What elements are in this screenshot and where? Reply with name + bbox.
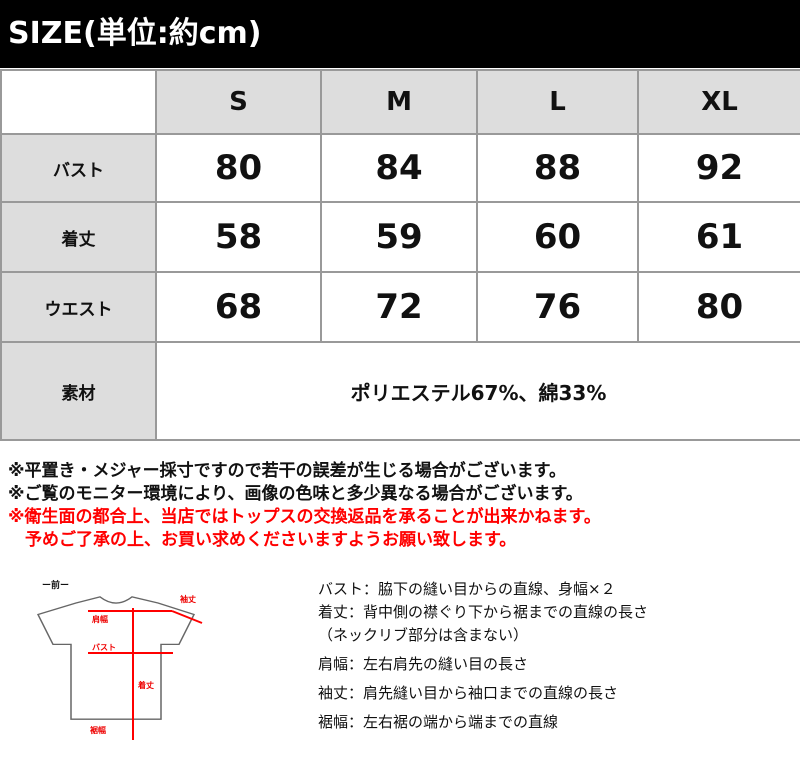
cell: 60 xyxy=(476,201,639,273)
cell: 92 xyxy=(637,133,800,203)
notes: ※平置き・メジャー採寸ですので若干の誤差が生じる場合がございます。 ※ご覧のモニ… xyxy=(8,460,601,552)
row-label: ウエスト xyxy=(0,271,157,343)
table-row: バスト 80 84 88 92 xyxy=(0,133,800,203)
note: ※平置き・メジャー採寸ですので若干の誤差が生じる場合がございます。 xyxy=(8,461,566,481)
tshirt-icon xyxy=(36,596,203,744)
note: ※ご覧のモニター環境により、画像の色味と多少異なる場合がございます。 xyxy=(8,484,583,504)
measurement-descriptions: バスト：脇下の縫い目からの直線、身幅×２ 着丈：背中側の襟ぐり下から裾までの直線… xyxy=(318,578,648,734)
cell: 84 xyxy=(320,133,478,203)
cell: 72 xyxy=(320,271,478,343)
label-bust: バスト xyxy=(92,643,116,652)
header-l: L xyxy=(476,69,639,135)
diagram-view-label: ー前ー xyxy=(42,581,70,591)
row-label: バスト xyxy=(0,133,157,203)
cell: 68 xyxy=(155,271,322,343)
header-m: M xyxy=(320,69,478,135)
description: 着丈：背中側の襟ぐり下から裾までの直線の長さ xyxy=(318,603,649,621)
description: バスト：脇下の縫い目からの直線、身幅×２ xyxy=(318,580,616,598)
cell: 58 xyxy=(155,201,322,273)
description: 裾幅：左右裾の端から端までの直線 xyxy=(318,713,559,731)
tshirt-diagram: ー前ー 袖丈 肩幅 バスト 着丈 裾幅 xyxy=(30,580,230,744)
table-row: ウエスト 68 72 76 80 xyxy=(0,271,800,343)
note-warning: 予めご了承の上、お買い求めくださいますようお願い致します。 xyxy=(8,530,517,550)
label-sleeve: 袖丈 xyxy=(180,595,196,604)
cell: 61 xyxy=(637,201,800,273)
size-table: S M L XL バスト 80 84 88 92 着丈 58 59 60 61 … xyxy=(0,69,800,441)
description: （ネックリブ部分は含まない） xyxy=(318,626,529,644)
description: 肩幅：左右肩先の縫い目の長さ xyxy=(318,655,529,673)
material-value: ポリエステル67%、綿33% xyxy=(155,341,800,441)
cell: 80 xyxy=(155,133,322,203)
row-label: 素材 xyxy=(0,341,157,441)
cell: 59 xyxy=(320,201,478,273)
cell: 80 xyxy=(637,271,800,343)
label-length: 着丈 xyxy=(138,681,154,690)
cell: 76 xyxy=(476,271,639,343)
note-warning: ※衛生面の都合上、当店ではトップスの交換返品を承ることが出来かねます。 xyxy=(8,507,601,527)
material-row: 素材 ポリエステル67%、綿33% xyxy=(0,341,800,441)
header-xl: XL xyxy=(637,69,800,135)
label-hem: 裾幅 xyxy=(90,726,106,735)
description: 袖丈：肩先縫い目から袖口までの直線の長さ xyxy=(318,684,619,702)
row-label: 着丈 xyxy=(0,201,157,273)
label-shoulder: 肩幅 xyxy=(92,615,108,624)
table-row: 着丈 58 59 60 61 xyxy=(0,201,800,273)
cell: 88 xyxy=(476,133,639,203)
page-title: SIZE(単位:約cm) xyxy=(0,0,800,68)
corner-cell xyxy=(0,69,157,135)
header-s: S xyxy=(155,69,322,135)
